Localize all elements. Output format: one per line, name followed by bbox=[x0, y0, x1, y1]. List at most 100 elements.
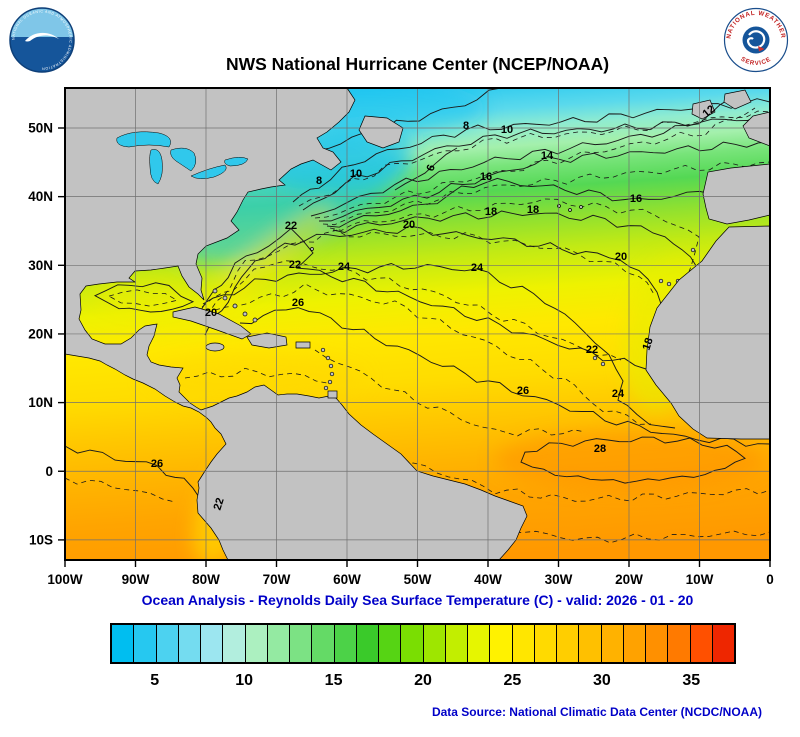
hispaniola-land bbox=[246, 332, 288, 349]
contour-label: 10 bbox=[501, 124, 513, 136]
lesser-antilles-islands bbox=[320, 347, 338, 399]
contour-label: 24 bbox=[612, 388, 625, 400]
jamaica-land bbox=[205, 342, 225, 352]
contour-line-dashed bbox=[65, 477, 176, 503]
colorbar-tick-label: 15 bbox=[324, 672, 343, 689]
colorbar-segment bbox=[556, 625, 579, 662]
contour-label: 6 bbox=[424, 163, 437, 173]
colorbar-segment bbox=[422, 625, 445, 662]
ireland-land bbox=[691, 99, 716, 120]
data-source: Data Source: National Climatic Data Cent… bbox=[431, 705, 762, 719]
colorbar-segment bbox=[355, 625, 378, 662]
lon-tick-label: 80W bbox=[192, 572, 220, 587]
colorbar-tick-label: 10 bbox=[235, 672, 254, 689]
map-frame bbox=[64, 87, 771, 561]
contour-label: 16 bbox=[480, 171, 492, 183]
contour-line-dashed bbox=[322, 161, 770, 226]
lon-tick-label: 50W bbox=[404, 572, 432, 587]
contour-line bbox=[292, 98, 770, 203]
lat-tick-label: 40N bbox=[28, 189, 53, 204]
bahamas-islands bbox=[212, 288, 258, 323]
contour-line bbox=[93, 282, 195, 313]
noaa-sky bbox=[10, 8, 74, 37]
map-caption: Ocean Analysis - Reynolds Daily Sea Surf… bbox=[141, 592, 694, 608]
newfoundland-land bbox=[358, 115, 404, 149]
france-land bbox=[742, 111, 770, 147]
contour-label: 20 bbox=[403, 219, 415, 231]
lat-tick-label: 30N bbox=[28, 258, 53, 273]
contour-line bbox=[202, 262, 676, 429]
contour-label: 22 bbox=[212, 496, 227, 511]
contour-line-dashed bbox=[354, 447, 770, 502]
contour-line-dashed bbox=[314, 349, 586, 437]
contour-line-dashed bbox=[214, 283, 652, 425]
colorbar-segment bbox=[266, 625, 289, 662]
colorbar-segment bbox=[378, 625, 401, 662]
colorbar-segment bbox=[444, 625, 467, 662]
colorbar-segment bbox=[200, 625, 223, 662]
lon-tick-label: 100W bbox=[47, 572, 83, 587]
cuba-land bbox=[172, 306, 252, 340]
colorbar-segment bbox=[155, 625, 178, 662]
equatorial-warm-pool bbox=[495, 430, 765, 490]
contour-line bbox=[394, 147, 458, 191]
contour-label: 22 bbox=[285, 220, 297, 232]
great-lakes bbox=[116, 131, 249, 185]
lon-tick-label: 60W bbox=[333, 572, 361, 587]
isotherm-contours bbox=[65, 88, 770, 559]
colorbar-segment bbox=[533, 625, 556, 662]
colorbar-segment bbox=[400, 625, 423, 662]
contour-label: 22 bbox=[289, 259, 301, 271]
colorbar-tick-label: 35 bbox=[682, 672, 701, 689]
lon-tick-label: 10W bbox=[686, 572, 714, 587]
colorbar-tick-label: 5 bbox=[150, 672, 160, 689]
lon-tick-label: 40W bbox=[474, 572, 502, 587]
contour-label: 26 bbox=[151, 458, 163, 470]
cape-verde-islands bbox=[592, 355, 606, 367]
colorbar-segment bbox=[244, 625, 267, 662]
noaa-gull-icon bbox=[25, 32, 59, 42]
grid bbox=[65, 88, 770, 560]
contour-line bbox=[318, 141, 770, 222]
contour-line bbox=[239, 307, 770, 447]
colorbar-segment bbox=[711, 625, 734, 662]
contour-label: 18 bbox=[527, 204, 539, 216]
colorbar-segment bbox=[177, 625, 200, 662]
contour-line bbox=[520, 436, 746, 484]
lat-tick-label: 20N bbox=[28, 326, 53, 341]
colorbar-segment bbox=[622, 625, 645, 662]
colorbar-segment bbox=[689, 625, 712, 662]
contour-label: 18 bbox=[641, 336, 656, 351]
contour-line-dashed bbox=[329, 198, 700, 329]
caribbean-warm-water bbox=[145, 353, 365, 403]
contour-label: 26 bbox=[517, 385, 529, 397]
contour-label: 16 bbox=[630, 193, 642, 205]
page-title: NWS National Hurricane Center (NCEP/NOAA… bbox=[225, 54, 610, 74]
contour-label: 20 bbox=[615, 251, 627, 263]
land-layer bbox=[65, 88, 770, 560]
lat-tick-label: 0 bbox=[45, 464, 53, 479]
svg-text:SERVICE: SERVICE bbox=[739, 56, 772, 67]
lon-tick-label: 70W bbox=[263, 572, 291, 587]
contour-label: 10 bbox=[350, 168, 362, 180]
nws-swirl-icon bbox=[746, 30, 766, 49]
contour-line bbox=[326, 177, 770, 228]
contour-label: 18 bbox=[485, 206, 497, 218]
contour-line-dashed bbox=[184, 367, 328, 384]
contour-label: 28 bbox=[594, 443, 606, 455]
colorbar-swatches bbox=[110, 623, 736, 664]
contour-label: 22 bbox=[586, 344, 598, 356]
contour-label: 24 bbox=[338, 261, 351, 273]
colorbar-segment bbox=[489, 625, 512, 662]
contour-label: 20 bbox=[205, 307, 217, 319]
contour-line bbox=[65, 445, 218, 517]
puerto-rico-land bbox=[295, 341, 311, 349]
contour-line-dashed bbox=[107, 289, 179, 307]
lat-tick-label: 50N bbox=[28, 121, 53, 136]
colorbar-segment bbox=[311, 625, 334, 662]
colorbar-segment bbox=[600, 625, 623, 662]
colorbar-segment bbox=[578, 625, 601, 662]
colorbar-tick-label: 25 bbox=[503, 672, 522, 689]
